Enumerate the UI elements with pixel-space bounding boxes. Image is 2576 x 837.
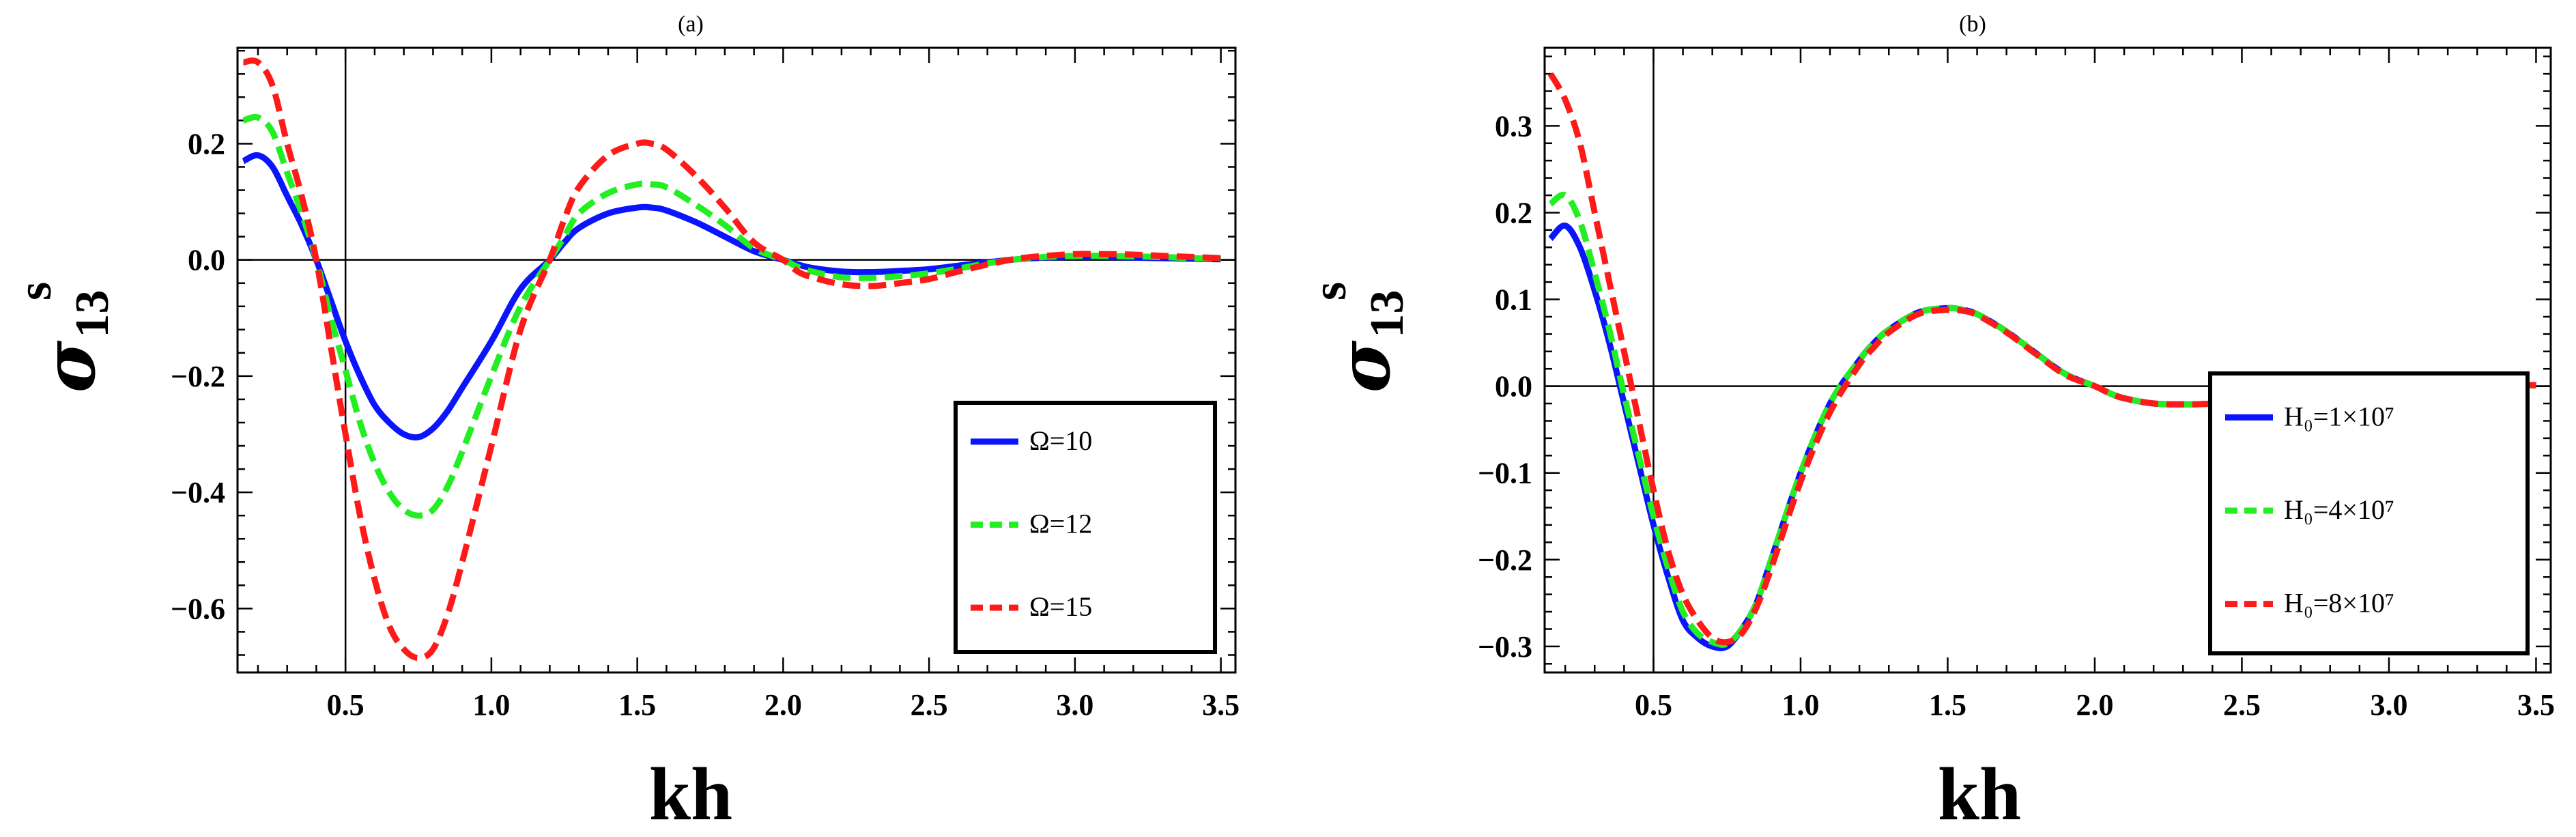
panel-a-y-tick-label: −0.2 <box>171 360 225 393</box>
panel-b-x-tick-label: 1.5 <box>1929 688 1966 722</box>
panel-b-title: (b) <box>1959 12 1986 37</box>
panel-b-y-tick-label: 0.1 <box>1495 283 1532 317</box>
panel-a-series-3-line <box>242 57 1221 662</box>
panel-a-legend: Ω=10 Ω=12 Ω=15 <box>954 401 1217 654</box>
panel-b-x-tick-label: 3.0 <box>2370 688 2407 722</box>
svg-text:σ13: σ13 <box>1322 290 1414 393</box>
panel-a-legend-label-2: Ω=12 <box>1029 509 1092 539</box>
panel-a-series-1-line <box>242 152 1221 441</box>
panel-b-x-tick-label: 3.5 <box>2517 688 2555 722</box>
panel-b-x-axis-label: kh <box>1938 752 2021 836</box>
panel-b-y-tick-label: 0.2 <box>1495 196 1532 229</box>
panel-b-y-axis-label: σ13 s <box>1304 282 1414 393</box>
panel-b-y-tick-label: −0.3 <box>1478 630 1532 664</box>
panel-a-x-tick-label: 3.5 <box>1202 688 1240 722</box>
panel-a-legend-label-1: Ω=10 <box>1029 425 1092 456</box>
panel-a-legend-label-3: Ω=15 <box>1029 591 1092 622</box>
panel-b-series-2-line <box>1548 191 2536 648</box>
svg-text:σ13: σ13 <box>27 290 119 393</box>
panel-a-y-axis-label: σ13 s <box>9 282 119 393</box>
panel-a: (a) 0.5 1.0 1.5 2.0 2.5 3.0 3.5 0.2 0.0 −0.2 −0.4 −… <box>9 12 1240 836</box>
panel-b-y-tick-label: −0.1 <box>1478 457 1532 490</box>
panel-b-x-tick-label: 0.5 <box>1635 688 1672 722</box>
panel-b-y-axis-superscript: s <box>1304 282 1356 300</box>
panel-b-x-tick-label: 2.0 <box>2076 688 2113 722</box>
panel-a-x-axis-label: kh <box>649 752 732 836</box>
panel-a-x-tick-label: 2.5 <box>911 688 948 722</box>
panel-b-legend-label-2: H₀=4×10⁷ <box>2284 494 2394 525</box>
panel-a-x-tick-label: 1.0 <box>472 688 510 722</box>
panel-b-y-tick-label: 0.0 <box>1495 370 1532 403</box>
panel-b-x-tick-label: 2.5 <box>2223 688 2261 722</box>
panel-a-x-tick-label: 2.0 <box>764 688 802 722</box>
panel-b-y-axis-symbol: σ <box>1322 340 1406 393</box>
panel-a-curves <box>242 57 1221 662</box>
panel-b-legend-label-3: H₀=8×10⁷ <box>2284 588 2394 619</box>
panel-b-legend: H₀=1×10⁷ H₀=4×10⁷ H₀=8×10⁷ <box>2208 371 2530 655</box>
panel-a-y-axis-superscript: s <box>9 282 61 300</box>
panel-b-tick-labels: 0.5 1.0 1.5 2.0 2.5 3.0 3.5 0.3 0.2 0.1 0.0 −0.1 −0.… <box>1478 109 2555 722</box>
panel-b-y-tick-label: 0.3 <box>1495 109 1532 143</box>
panel-a-x-tick-label: 1.5 <box>618 688 656 722</box>
panel-a-tick-labels: 0.5 1.0 1.5 2.0 2.5 3.0 3.5 0.2 0.0 −0.2 −0.4 −0.6 <box>171 127 1240 722</box>
panel-b: (b) 0.5 1.0 1.5 2.0 2.5 3.0 3.5 0.3 0.2 0.1 0.0 −0.… <box>1304 12 2555 836</box>
panel-a-y-tick-label: −0.4 <box>171 476 225 509</box>
panel-a-plot-frame <box>236 46 1237 674</box>
panel-a-y-tick-label: 0.2 <box>188 127 225 160</box>
panel-a-y-tick-label: −0.6 <box>171 592 225 625</box>
panel-a-x-tick-label: 3.0 <box>1056 688 1093 722</box>
panel-a-y-axis-subscript: 13 <box>66 290 119 338</box>
panel-b-x-tick-label: 1.0 <box>1781 688 1819 722</box>
panel-a-y-tick-label: 0.0 <box>188 244 225 277</box>
panel-b-y-axis-subscript: 13 <box>1361 290 1414 338</box>
panel-a-x-tick-label: 0.5 <box>327 688 364 722</box>
panel-b-y-tick-label: −0.2 <box>1478 543 1532 577</box>
panel-b-legend-label-1: H₀=1×10⁷ <box>2284 401 2394 431</box>
panel-b-plot-frame <box>1543 46 2552 674</box>
panel-a-title: (a) <box>678 12 704 37</box>
panel-a-y-axis-symbol: σ <box>27 340 111 393</box>
